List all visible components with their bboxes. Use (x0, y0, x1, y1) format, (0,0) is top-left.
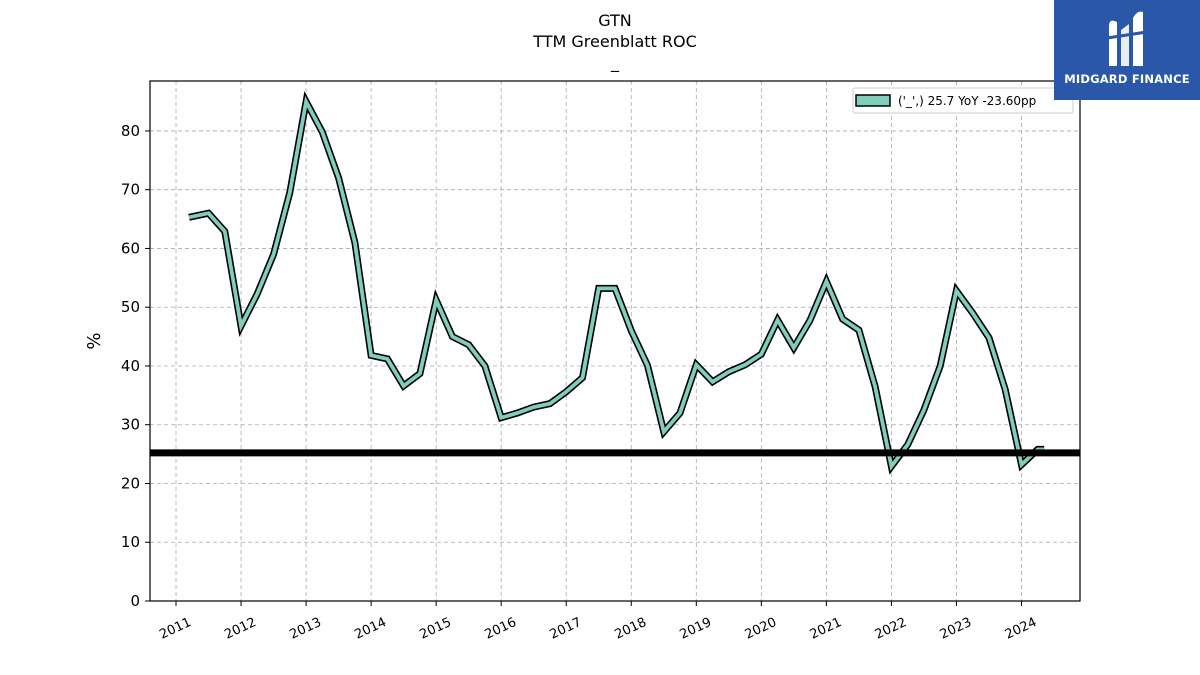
logo-text: MIDGARD FINANCE (1064, 72, 1190, 86)
grid-lines (150, 81, 1080, 602)
y-tick-label: 40 (121, 357, 140, 375)
series-layer (150, 91, 1080, 475)
x-tick-label: 2018 (613, 615, 649, 643)
chart-subtitle: TTM Greenblatt ROC (533, 32, 697, 51)
series-outline (188, 91, 1045, 475)
brand-logo: MIDGARD FINANCE (1054, 0, 1200, 100)
y-tick-label: 30 (121, 416, 140, 434)
y-tick-label: 20 (121, 474, 140, 492)
plot-frame (149, 80, 1081, 602)
x-tick-label: 2014 (352, 615, 388, 643)
y-axis-label: % (84, 332, 105, 349)
legend-label: ('_',) 25.7 YoY -23.60pp (898, 94, 1036, 108)
chart-titles: GTN TTM Greenblatt ROC _ (0, 10, 1200, 73)
y-axis: 0 10 20 30 40 50 60 70 80 (121, 122, 150, 610)
y-tick-label: 70 (121, 181, 140, 199)
y-tick-label: 0 (130, 592, 140, 610)
x-tick-label: 2017 (548, 615, 584, 643)
series-line (188, 95, 1045, 471)
x-tick-label: 2021 (808, 615, 844, 643)
x-tick-label: 2011 (157, 615, 193, 643)
x-tick-label: 2019 (678, 615, 714, 643)
y-tick-label: 50 (121, 298, 140, 316)
x-tick-label: 2015 (418, 615, 454, 643)
x-tick-label: 2012 (222, 615, 258, 643)
legend-box (852, 87, 1074, 114)
x-tick-label: 2022 (873, 615, 909, 643)
x-tick-label: 2024 (1003, 615, 1039, 643)
chart-subtitle-2: _ (611, 53, 619, 72)
x-tick-label: 2020 (743, 615, 779, 643)
midgard-logo-icon (1106, 11, 1148, 67)
legend-swatch (855, 94, 891, 107)
y-tick-label: 10 (121, 533, 140, 551)
x-tick-label: 2023 (938, 615, 974, 643)
legend: ('_',) 25.7 YoY -23.60pp (852, 87, 1074, 114)
x-tick-label: 2013 (287, 615, 323, 643)
y-tick-label: 80 (121, 122, 140, 140)
chart-title: GTN (598, 11, 632, 30)
x-tick-label: 2016 (483, 615, 519, 643)
y-tick-label: 60 (121, 239, 140, 257)
x-axis: 2011 2012 2013 2014 2015 2016 2017 2018 2019 2020… (157, 601, 1039, 643)
